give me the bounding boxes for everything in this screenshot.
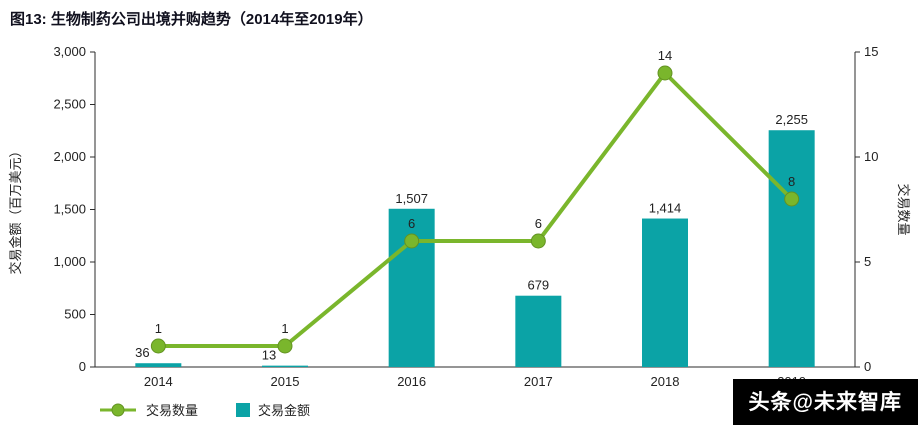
line-marker-icon	[100, 403, 136, 416]
bar-swatch-icon	[236, 402, 251, 417]
svg-text:36: 36	[135, 345, 149, 360]
chart-legend: 交易数量 交易金额	[98, 400, 310, 419]
svg-text:1: 1	[155, 321, 162, 336]
svg-text:1,414: 1,414	[649, 201, 682, 216]
legend-label-deal-value: 交易金额	[258, 403, 311, 418]
svg-text:0: 0	[79, 359, 86, 374]
svg-text:2,000: 2,000	[53, 149, 86, 164]
chart-title: 图13: 生物制药公司出境并购趋势（2014年至2019年）	[10, 11, 373, 28]
svg-text:2015: 2015	[271, 374, 300, 389]
svg-text:13: 13	[262, 348, 276, 363]
watermark-badge: 头条@未来智库	[732, 379, 918, 425]
svg-text:0: 0	[864, 359, 871, 374]
svg-text:2014: 2014	[144, 374, 173, 389]
svg-text:1,507: 1,507	[395, 191, 428, 206]
svg-text:6: 6	[408, 216, 415, 231]
svg-text:3,000: 3,000	[53, 44, 86, 59]
svg-text:14: 14	[658, 48, 672, 63]
legend-item-deal-count: 交易数量	[98, 400, 198, 419]
svg-text:1: 1	[281, 321, 288, 336]
svg-text:5: 5	[864, 254, 871, 269]
svg-text:2016: 2016	[397, 374, 426, 389]
svg-text:2,500: 2,500	[53, 97, 86, 112]
svg-text:6: 6	[535, 216, 542, 231]
svg-text:1,000: 1,000	[53, 254, 86, 269]
svg-text:8: 8	[788, 174, 795, 189]
svg-text:交易金额（百万美元）: 交易金额（百万美元）	[8, 144, 23, 274]
svg-text:1,500: 1,500	[53, 202, 86, 217]
svg-text:2018: 2018	[651, 374, 680, 389]
svg-text:15: 15	[864, 44, 878, 59]
svg-text:交易数量: 交易数量	[896, 183, 911, 235]
legend-item-deal-value: 交易金额	[236, 400, 310, 419]
legend-label-deal-count: 交易数量	[146, 403, 199, 418]
svg-text:679: 679	[527, 278, 549, 293]
svg-text:500: 500	[64, 307, 86, 322]
svg-text:2017: 2017	[524, 374, 553, 389]
svg-text:2,255: 2,255	[775, 112, 808, 127]
svg-text:10: 10	[864, 149, 878, 164]
